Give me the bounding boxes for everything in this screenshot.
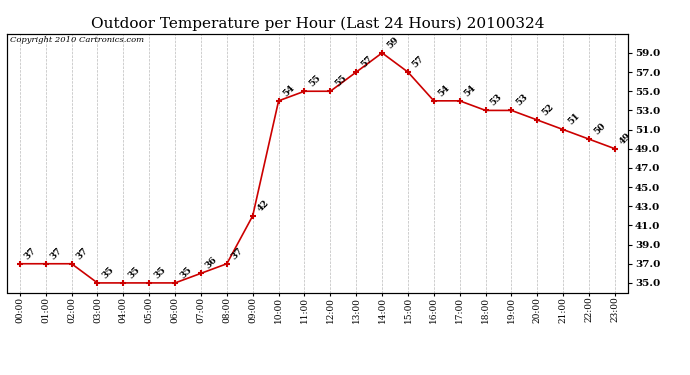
Text: 52: 52 (540, 102, 555, 117)
Text: 37: 37 (75, 246, 90, 261)
Text: 35: 35 (100, 265, 115, 280)
Text: 55: 55 (307, 73, 322, 88)
Text: 59: 59 (385, 35, 400, 50)
Text: 57: 57 (359, 54, 374, 69)
Text: 37: 37 (48, 246, 63, 261)
Text: 37: 37 (23, 246, 38, 261)
Text: 35: 35 (126, 265, 141, 280)
Text: 35: 35 (178, 265, 193, 280)
Text: 49: 49 (618, 130, 633, 146)
Title: Outdoor Temperature per Hour (Last 24 Hours) 20100324: Outdoor Temperature per Hour (Last 24 Ho… (90, 17, 544, 31)
Text: 50: 50 (592, 121, 607, 136)
Text: 36: 36 (204, 255, 219, 270)
Text: 35: 35 (152, 265, 167, 280)
Text: Copyright 2010 Cartronics.com: Copyright 2010 Cartronics.com (10, 36, 144, 44)
Text: 54: 54 (437, 83, 452, 98)
Text: 42: 42 (255, 198, 270, 213)
Text: 57: 57 (411, 54, 426, 69)
Text: 51: 51 (566, 111, 581, 127)
Text: 53: 53 (514, 92, 529, 108)
Text: 55: 55 (333, 73, 348, 88)
Text: 54: 54 (462, 83, 477, 98)
Text: 37: 37 (230, 246, 245, 261)
Text: 54: 54 (282, 83, 297, 98)
Text: 53: 53 (489, 92, 504, 108)
